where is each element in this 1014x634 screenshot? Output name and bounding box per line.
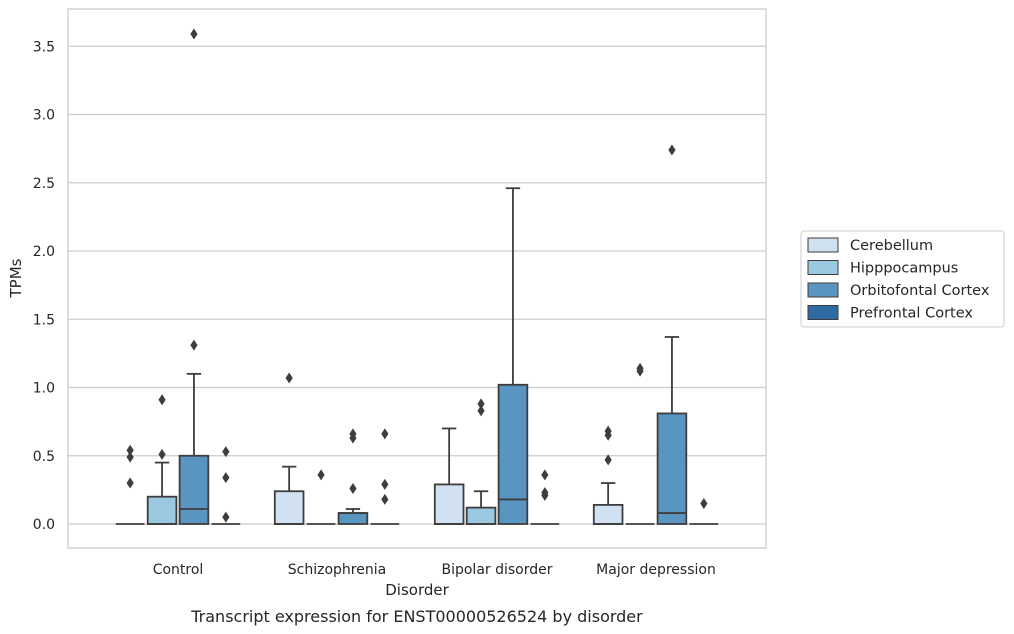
x-tick-label: Major depression xyxy=(596,562,716,578)
outlier-point xyxy=(317,469,325,481)
plot-frame xyxy=(67,8,767,549)
outlier-point xyxy=(190,28,198,40)
box xyxy=(178,454,210,525)
outlier-point xyxy=(477,398,485,410)
box xyxy=(656,412,688,525)
y-tick-label: 2.0 xyxy=(33,244,55,260)
category-group xyxy=(273,372,400,525)
legend-label: Orbitofontal Cortex xyxy=(850,283,990,299)
legend-swatch xyxy=(807,305,839,320)
outlier-point xyxy=(604,425,612,437)
box xyxy=(497,383,529,525)
box xyxy=(433,483,465,525)
y-tick-label: 3.0 xyxy=(33,108,55,124)
x-axis-ticks: Control Schizophrenia Bipolar disorder Majo… xyxy=(153,562,716,578)
box xyxy=(146,495,178,525)
plot-border xyxy=(67,8,767,549)
outlier-point xyxy=(126,477,134,489)
outlier-point xyxy=(285,372,293,384)
y-tick-label: 0.5 xyxy=(33,449,55,465)
y-axis-ticks: 0.0 0.5 1.0 1.5 2.0 2.5 3.0 3.5 xyxy=(33,39,55,533)
outlier-point xyxy=(381,493,389,505)
outlier-point xyxy=(636,362,644,374)
y-axis-label: TPMs xyxy=(7,258,25,298)
y-tick-label: 2.5 xyxy=(33,176,55,192)
box-plots xyxy=(115,28,719,525)
outlier-point xyxy=(700,498,708,510)
outlier-point xyxy=(381,428,389,440)
legend-label: Prefrontal Cortex xyxy=(850,306,973,322)
outlier-point xyxy=(126,451,134,463)
outlier-point xyxy=(190,339,198,351)
outlier-point xyxy=(126,444,134,456)
box xyxy=(465,506,497,525)
category-group xyxy=(592,144,719,525)
y-tick-label: 1.0 xyxy=(33,381,55,397)
category-group xyxy=(115,28,241,525)
outlier-point xyxy=(222,446,230,458)
legend-frame xyxy=(800,230,1005,328)
category-group xyxy=(433,187,560,525)
outlier-point xyxy=(604,454,612,466)
outlier-point xyxy=(158,394,166,406)
y-tick-label: 1.5 xyxy=(33,312,55,328)
outlier-point xyxy=(349,428,357,440)
y-tick-label: 3.5 xyxy=(33,39,55,55)
outlier-point xyxy=(477,405,485,417)
box xyxy=(273,490,305,525)
outlier-point xyxy=(541,469,549,481)
legend-swatch xyxy=(807,282,839,298)
outlier-point xyxy=(381,478,389,490)
outlier-point xyxy=(349,483,357,495)
outlier-point xyxy=(158,448,166,460)
chart-caption: Transcript expression for ENST0000052652… xyxy=(190,607,643,626)
box xyxy=(337,512,369,525)
legend: Cerebellum Hipppocampus Orbitofontal Corte… xyxy=(800,230,1005,328)
x-tick-label: Bipolar disorder xyxy=(441,562,552,578)
legend-swatch xyxy=(807,237,839,253)
box xyxy=(592,503,624,525)
legend-swatch xyxy=(807,260,839,275)
outlier-point xyxy=(222,472,230,484)
legend-label: Cerebellum xyxy=(850,238,933,254)
y-tick-label: 0.0 xyxy=(33,517,55,533)
outlier-point xyxy=(541,487,549,499)
outlier-point xyxy=(668,144,676,156)
x-tick-label: Schizophrenia xyxy=(288,562,386,578)
x-axis-label: Disorder xyxy=(385,581,449,599)
outlier-point xyxy=(222,511,230,523)
x-tick-label: Control xyxy=(153,562,204,578)
legend-label: Hipppocampus xyxy=(850,261,958,277)
